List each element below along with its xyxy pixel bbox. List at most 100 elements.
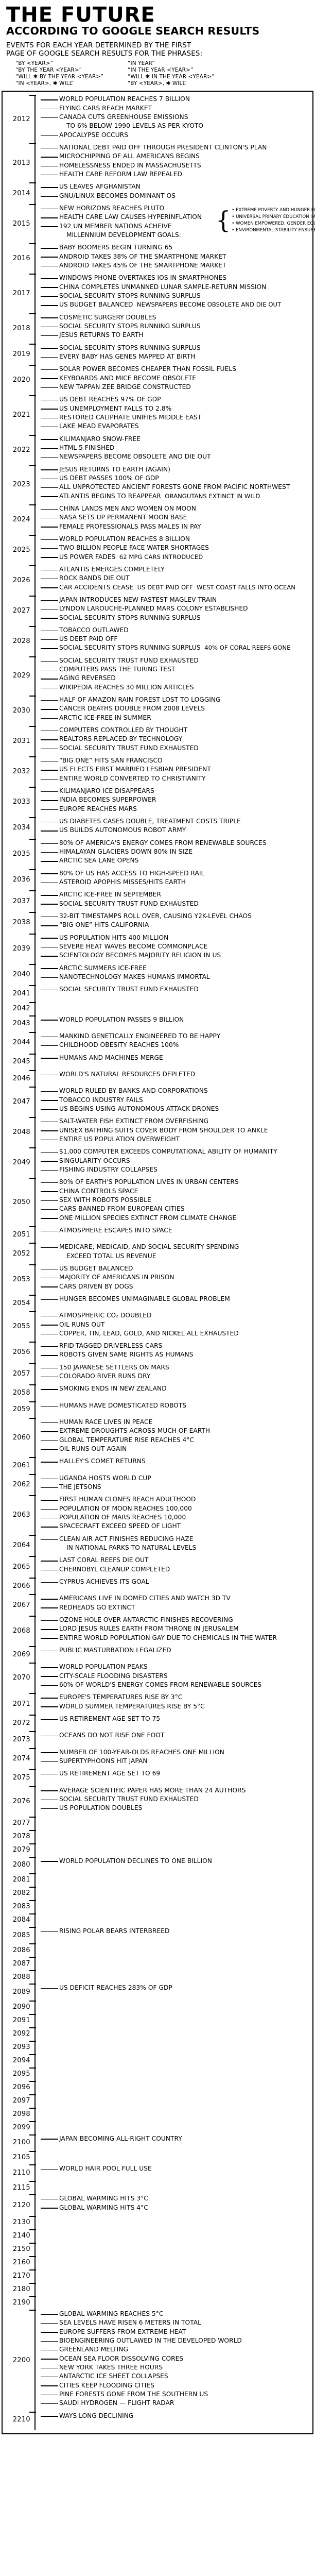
year-label: 2077 [12, 1819, 30, 1827]
year-events: First Human Clones Reach Adulthood Popula… [34, 1495, 312, 1534]
axis-tick [29, 1594, 36, 1596]
year-gap-spacer [59, 2420, 312, 2428]
year-events: Atmospheric CO₂ Doubled Oil Runs Out Coppe… [34, 1311, 312, 1342]
timeline-event-inline-extra: Orangutans Extinct in Wild [161, 492, 260, 500]
timeline-event: To 6% Below 1990 Levels As Per Kyoto [66, 122, 203, 130]
axis-tick [29, 2309, 36, 2311]
timeline-event: Arctic Sea Lane Opens [41, 856, 312, 865]
timeline-event: Ozone Hole Over Antarctic Finishes Recov… [41, 1616, 312, 1624]
timeline-year-row: 2086 [3, 1943, 312, 1957]
timeline-event: Unisex Bathing Suits Cover Body From Sho… [41, 1126, 312, 1135]
timeline-event: Restored Caliphate Unifies Middle East [41, 413, 312, 422]
timeline-event: US Diabetes Cases Double, Treatment Cost… [41, 817, 312, 826]
year-gap-spacer [59, 1689, 312, 1693]
year-gap-spacer [59, 981, 312, 985]
methodology-note: Events for each year determined by the f… [6, 41, 309, 58]
timeline-year-row: 2041 Social Security Trust Fund Exhausted [3, 985, 312, 1002]
timeline-event: Social Security Trust Fund Exhausted [41, 985, 312, 994]
year-gap-spacer [59, 179, 312, 182]
timeline-year-row: 2012 World Population Reaches 7 Billion Fl… [3, 95, 312, 143]
year-label: 2057 [12, 1370, 30, 1378]
year-label: 2160 [12, 2259, 30, 2267]
year-gap-spacer [59, 240, 312, 243]
year-label: 2023 [12, 481, 30, 489]
year-gap-spacer [59, 562, 312, 565]
axis-tick [29, 912, 36, 913]
year-gap-spacer [59, 1394, 312, 1401]
timeline-event: Cosmetic Surgery Doubles [41, 313, 312, 322]
axis-tick [29, 2181, 36, 2182]
year-events [34, 2283, 312, 2296]
year-gap-spacer [59, 835, 312, 839]
timeline-event: National Debt Paid Off Through President… [41, 143, 312, 152]
timeline-year-row: 2052 Medicare, Medicaid, and Social Secur… [3, 1243, 312, 1264]
empty-year-spacer [59, 1002, 312, 1015]
year-gap-spacer [59, 1360, 312, 1363]
timeline-event: Lyndon LaRouche-Planned Mars Colony Esta… [41, 604, 312, 613]
year-events [34, 2269, 312, 2283]
timeline-year-row: 2074 Number of 100-Year-Olds Reaches One … [3, 1748, 312, 1770]
year-gap-spacer [59, 1936, 312, 1943]
axis-tick [29, 656, 36, 657]
year-label: 2093 [12, 2043, 30, 2052]
axis-tick [29, 625, 36, 627]
timeline-event: Oceans Do Not Rise One Foot [41, 1731, 312, 1740]
timeline-event: Jesus Returns to Earth [41, 331, 312, 340]
timeline-event: Social Security Stops Running Surplus [41, 322, 312, 331]
timeline-event: 80% of US Has Access to High-Speed Rail [41, 869, 312, 878]
axis-tick [29, 1646, 36, 1648]
year-label: 2090 [12, 2003, 30, 2011]
search-phrase: “by <year>” [15, 60, 54, 67]
timeline-year-row: 2081 [3, 1873, 312, 1887]
timeline-event: HTML 5 Finished [41, 444, 312, 452]
year-label: 2210 [12, 2416, 30, 2424]
methodology-line-2: page of Google search results for the ph… [6, 49, 203, 58]
timeline-event: Wikipedia Reaches 30 Million Articles [41, 683, 312, 692]
year-events: Half of Amazon Rain Forest Lost to Loggi… [34, 696, 312, 726]
timeline-event: World Ruled By Banks and Corporations [41, 1087, 312, 1095]
year-label: 2017 [12, 290, 30, 297]
timeline-event: Oil Runs Out [41, 1320, 312, 1329]
year-gap-spacer [59, 1740, 312, 1748]
year-gap-spacer [59, 200, 312, 204]
year-gap-spacer [59, 622, 312, 626]
year-label: 2024 [12, 515, 30, 523]
axis-tick [29, 1226, 36, 1227]
axis-tick [29, 2134, 36, 2136]
timeline-year-row: 2095 [3, 2067, 312, 2081]
year-events: Arctic Ice-Free in September Social Secur… [34, 890, 312, 912]
year-gap-spacer [59, 1813, 312, 1817]
timeline-year-row: 2058 Smoking Ends in New Zealand [3, 1384, 312, 1401]
timeline-year-row: 2023 Jesus Returns to Earth (Again) US Deb… [3, 465, 312, 504]
timeline-event: Android Takes 45% of the Smartphone Mark… [41, 261, 312, 270]
timeline-year-row: 2035 80% of America's Energy Comes From R… [3, 838, 312, 869]
timeline-axis [34, 95, 36, 2430]
timeline-event: Europe Suffers From Extreme Heat [41, 2328, 312, 2336]
year-label: 2087 [12, 1959, 30, 1968]
axis-tick [29, 1495, 36, 1497]
timeline-event: Flying Cars Reach Market [41, 104, 312, 113]
timeline-year-row: 2090 [3, 2000, 312, 2014]
year-label: 2021 [12, 411, 30, 419]
timeline-year-row: 2014 US Leaves Afghanistan GNU/Linux Becom… [3, 182, 312, 204]
timeline-year-row: 2096 [3, 2080, 312, 2094]
year-gap-spacer [59, 2408, 312, 2412]
timeline-event: Arctic Ice-Free in Summer [41, 714, 312, 722]
timeline-year-row: 2070 World Population Peaks City-Scale Flo… [3, 1663, 312, 1693]
timeline-event: Realtors Replaced By Technology [41, 735, 312, 743]
empty-year-spacer [59, 2081, 312, 2094]
empty-year-spacer [59, 1970, 312, 1984]
axis-tick [29, 2229, 36, 2230]
axis-tick [29, 933, 36, 935]
timeline-event: New York Takes Three Hours [41, 2363, 312, 2372]
year-events: China Lands Men and Women on Moon NASA Se… [34, 504, 312, 535]
year-label: 2039 [12, 944, 30, 953]
axis-tick [29, 504, 36, 505]
year-gap-spacer [59, 431, 312, 435]
timeline-event: Baby Boomers Begin Turning 65 [41, 243, 312, 252]
timeline-year-row: 2049 $1,000 Computer Exceeds Computationa… [3, 1147, 312, 1178]
year-events: Baby Boomers Begin Turning 65 Android Tak… [34, 243, 312, 274]
timeline-event: World's Natural Resources Depleted [41, 1070, 312, 1079]
year-events: Ozone Hole Over Antarctic Finishes Recov… [34, 1616, 312, 1646]
